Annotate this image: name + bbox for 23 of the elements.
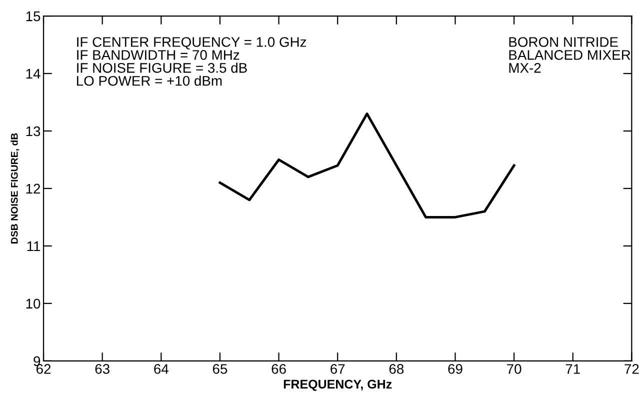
y-tick-label: 10 (26, 298, 40, 309)
x-tick-label: 70 (507, 364, 522, 374)
x-tick-label: 72 (624, 364, 639, 374)
y-tick-label: 11 (27, 241, 40, 251)
y-tick-label: 15 (26, 12, 40, 22)
x-tick-label: 67 (330, 364, 345, 374)
x-tick-label: 68 (389, 364, 404, 374)
x-tick-label: 65 (212, 364, 228, 374)
y-tick-label: 9 (34, 356, 40, 366)
y-axis-title: DSB NOISE FIGURE, dB (10, 133, 20, 244)
x-tick-label: 62 (36, 364, 51, 374)
y-tick-label: 13 (26, 126, 40, 136)
x-axis-title: FREQUENCY, GHz (284, 380, 392, 391)
y-tick-label: 12 (26, 184, 40, 194)
annotation: BORON NITRIDE BALANCED MIXER MX-2 (509, 37, 630, 73)
line-series (218, 112, 516, 218)
x-tick-label: 64 (154, 364, 168, 374)
y-tick-label: 14 (26, 68, 40, 79)
x-tick-label: 63 (95, 364, 110, 374)
annotation: IF CENTER FREQUENCY = 1.0 GHz IF BANDWIDTH = 70 MHz IF NOISE FIGURE = 3.5 dB LO POWER = +10 dBm (77, 37, 306, 86)
x-tick-label: 66 (272, 364, 286, 374)
x-tick-label: 71 (566, 364, 580, 374)
x-tick-label: 69 (448, 364, 462, 374)
